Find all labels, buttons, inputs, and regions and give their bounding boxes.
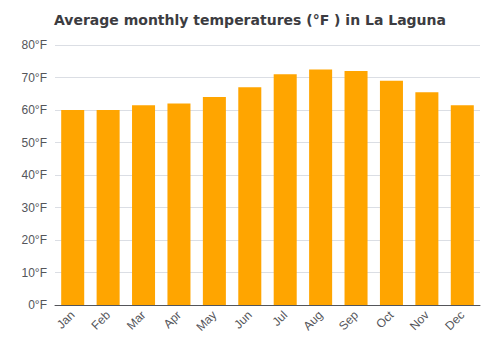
svg-text:Jan: Jan xyxy=(54,308,78,332)
svg-text:Jul: Jul xyxy=(269,308,290,329)
svg-text:Dec: Dec xyxy=(442,308,467,333)
svg-text:70°F: 70°F xyxy=(22,71,47,85)
svg-text:Aug: Aug xyxy=(301,308,326,333)
svg-text:0°F: 0°F xyxy=(28,298,47,312)
svg-text:Feb: Feb xyxy=(89,308,114,333)
svg-text:Nov: Nov xyxy=(407,308,432,333)
svg-text:May: May xyxy=(193,308,219,334)
svg-text:30°F: 30°F xyxy=(22,201,47,215)
svg-text:60°F: 60°F xyxy=(22,103,47,117)
svg-text:Sep: Sep xyxy=(336,308,361,333)
svg-text:20°F: 20°F xyxy=(22,233,47,247)
svg-text:50°F: 50°F xyxy=(22,136,47,150)
svg-text:40°F: 40°F xyxy=(22,168,47,182)
svg-text:Apr: Apr xyxy=(161,308,184,331)
svg-text:10°F: 10°F xyxy=(22,266,47,280)
svg-text:Average monthly temperatures (: Average monthly temperatures (°F ) in La… xyxy=(54,12,446,28)
svg-text:Oct: Oct xyxy=(373,308,397,332)
svg-text:Jun: Jun xyxy=(231,308,255,332)
svg-text:80°F: 80°F xyxy=(22,38,47,52)
svg-text:Mar: Mar xyxy=(124,308,149,332)
